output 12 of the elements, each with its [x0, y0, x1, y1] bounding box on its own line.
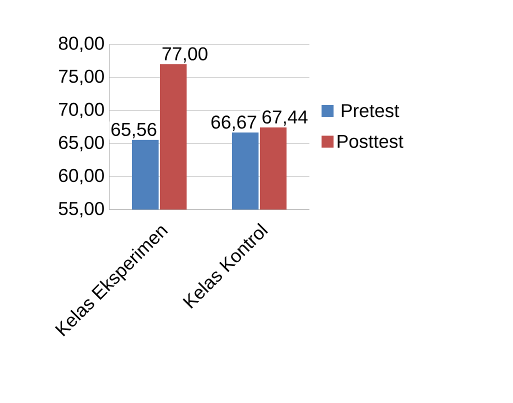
legend-label: Pretest — [342, 104, 400, 118]
data-label: 77,00 — [162, 47, 208, 63]
data-label: 67,44 — [262, 110, 308, 126]
y-tick-label: 70,00 — [59, 102, 104, 118]
y-tick-label: 80,00 — [58, 36, 104, 52]
legend-label: Posttest — [338, 134, 404, 148]
y-tick-label: 65,00 — [59, 136, 104, 152]
y-tick-label: 55,00 — [58, 202, 104, 218]
y-tick-label: 75,00 — [59, 70, 104, 86]
data-label: 66,67 — [211, 116, 256, 131]
y-tick-label: 60,00 — [59, 168, 104, 184]
data-label: 65,56 — [111, 122, 156, 138]
